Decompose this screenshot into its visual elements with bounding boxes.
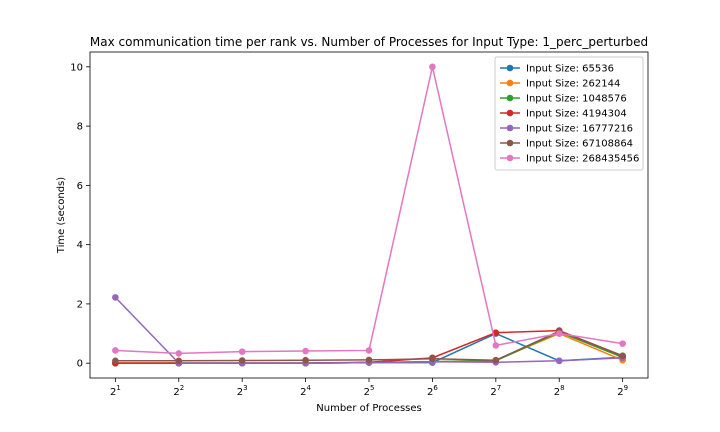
legend-swatch-marker bbox=[506, 139, 514, 147]
legend-label: Input Size: 4194304 bbox=[526, 109, 627, 120]
legend-label: Input Size: 67108864 bbox=[526, 139, 633, 150]
x-tick-label: 28 bbox=[554, 384, 565, 398]
y-tick-label: 0 bbox=[77, 359, 83, 370]
y-tick-label: 4 bbox=[77, 240, 83, 251]
data-point bbox=[365, 356, 373, 364]
legend-label: Input Size: 268435456 bbox=[526, 154, 639, 165]
data-point bbox=[175, 350, 183, 357]
y-tick-label: 2 bbox=[77, 299, 83, 310]
legend-swatch-marker bbox=[506, 64, 514, 72]
legend-swatch-marker bbox=[506, 94, 514, 102]
x-tick-label: 22 bbox=[173, 384, 184, 398]
legend-swatch-marker bbox=[506, 124, 514, 132]
data-point bbox=[429, 355, 436, 363]
data-point bbox=[555, 330, 563, 337]
data-point bbox=[429, 63, 436, 71]
data-point bbox=[492, 342, 500, 349]
data-point bbox=[619, 352, 626, 360]
x-tick-label: 27 bbox=[490, 384, 501, 398]
legend-swatch-marker bbox=[506, 79, 514, 87]
x-tick-label: 21 bbox=[110, 384, 121, 398]
data-point bbox=[365, 347, 373, 354]
legend-label: Input Size: 65536 bbox=[526, 64, 614, 75]
data-point bbox=[492, 356, 500, 364]
data-point bbox=[112, 357, 119, 365]
data-point bbox=[175, 357, 183, 365]
chart-title: Max communication time per rank vs. Numb… bbox=[90, 35, 648, 49]
legend-label: Input Size: 16777216 bbox=[526, 124, 633, 135]
data-point bbox=[238, 357, 246, 364]
data-point bbox=[555, 357, 563, 365]
x-tick-label: 23 bbox=[237, 384, 248, 398]
x-axis: 21 22 23 24 25 26 27 28 29 bbox=[110, 378, 628, 398]
plot-area bbox=[112, 63, 626, 367]
x-tick-label: 26 bbox=[427, 384, 438, 398]
data-point bbox=[302, 356, 309, 364]
legend-swatch-marker bbox=[506, 109, 514, 117]
legend: Input Size: 65536 Input Size: 262144 Input… bbox=[494, 56, 644, 171]
legend-label: Input Size: 262144 bbox=[526, 79, 620, 90]
y-axis-label: Time (seconds) bbox=[56, 177, 67, 254]
legend-label: Input Size: 1048576 bbox=[526, 94, 627, 105]
data-point bbox=[112, 347, 119, 354]
x-tick-label: 29 bbox=[617, 384, 628, 398]
x-tick-label: 25 bbox=[364, 384, 375, 398]
data-point bbox=[238, 348, 246, 355]
legend-box bbox=[494, 56, 644, 171]
data-point bbox=[619, 340, 626, 347]
x-axis-label: Number of Processes bbox=[316, 403, 421, 414]
x-tick-label: 24 bbox=[300, 384, 311, 398]
y-tick-label: 6 bbox=[77, 181, 83, 192]
legend-swatch-marker bbox=[506, 154, 514, 162]
y-tick-label: 10 bbox=[70, 62, 83, 73]
data-point bbox=[112, 294, 119, 301]
y-tick-label: 8 bbox=[77, 122, 83, 133]
data-point bbox=[302, 347, 309, 355]
y-axis: 0 2 4 6 8 10 bbox=[70, 62, 90, 370]
data-point bbox=[492, 329, 500, 336]
